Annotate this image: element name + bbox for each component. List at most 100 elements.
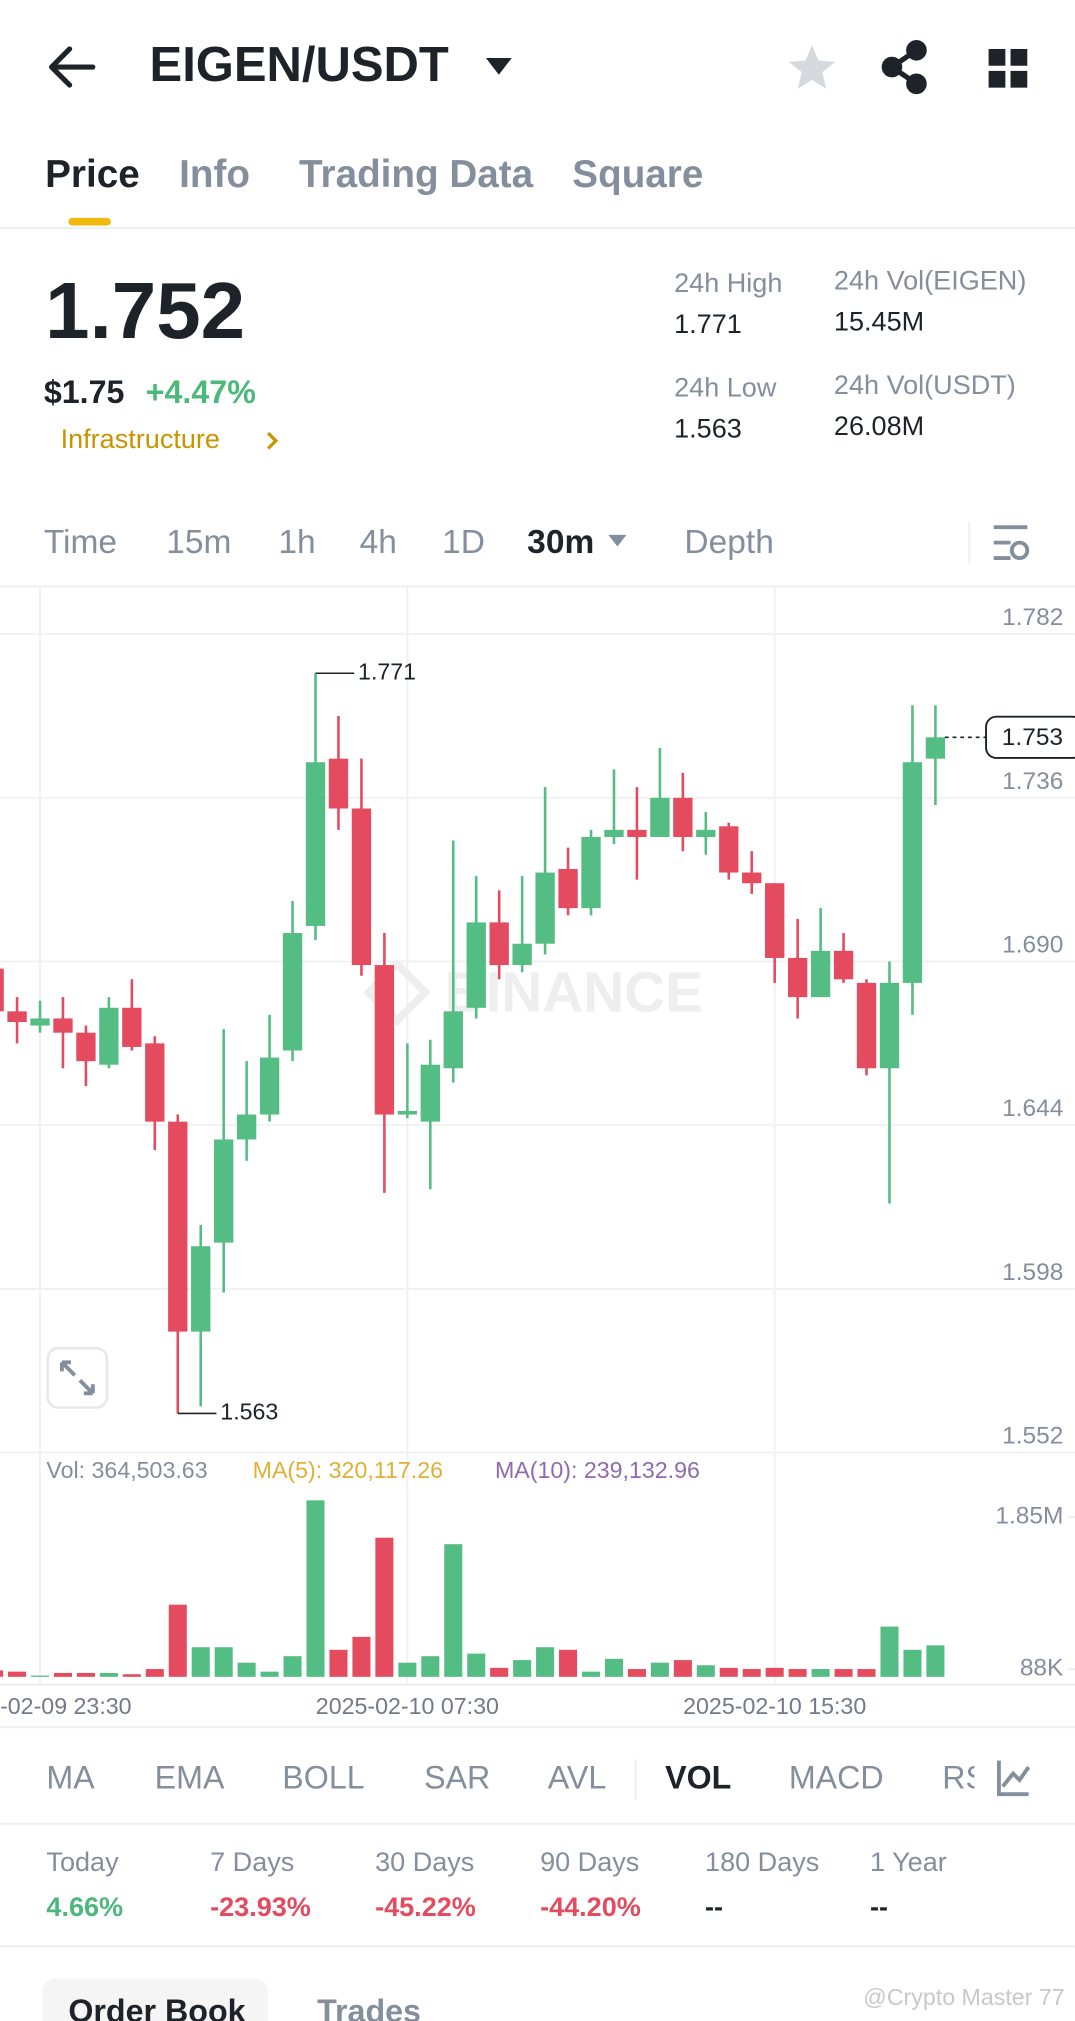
interval-active[interactable]: 30m xyxy=(527,524,594,561)
interval[interactable]: 4h xyxy=(360,524,397,561)
volume-bar xyxy=(329,1649,348,1677)
volume-bar xyxy=(696,1665,715,1677)
last-price-box xyxy=(985,715,1075,759)
candle-body xyxy=(696,829,716,837)
volume-bar xyxy=(536,1647,555,1677)
candle-body xyxy=(902,762,923,983)
stat-value: 1.771 xyxy=(674,309,742,339)
volume-bar xyxy=(513,1660,532,1677)
tab-info[interactable]: Info xyxy=(179,153,250,196)
candle-body xyxy=(673,797,693,837)
indicator[interactable]: SAR xyxy=(424,1759,490,1795)
volume-bar xyxy=(168,1604,187,1677)
share-button[interactable] xyxy=(881,39,927,95)
volume-bar xyxy=(352,1636,371,1677)
candle-body xyxy=(765,883,785,958)
interval[interactable]: 1D xyxy=(442,524,485,561)
expand-button[interactable] xyxy=(46,1346,109,1409)
indicator[interactable]: AVL xyxy=(548,1759,607,1795)
y-tick-label: 1.598 xyxy=(1002,1259,1063,1286)
candle-body xyxy=(833,950,854,980)
candle-body xyxy=(168,1121,188,1332)
y-tick-label: 1.552 xyxy=(1002,1423,1063,1450)
volume-bar xyxy=(490,1667,509,1677)
volume-bar xyxy=(742,1669,761,1677)
volume-bar xyxy=(673,1660,692,1677)
candle-body xyxy=(7,1011,27,1023)
grid-cell xyxy=(988,48,1006,66)
candle-body xyxy=(76,1032,96,1062)
interval[interactable]: 1h xyxy=(278,524,315,561)
candle-body xyxy=(512,943,532,966)
watermark: @Crypto Master 77 xyxy=(863,1984,1064,2010)
volume-bar xyxy=(0,1670,4,1677)
indicator-settings[interactable] xyxy=(996,1760,1031,1797)
candle-body xyxy=(397,1110,418,1115)
volume-bar xyxy=(260,1671,279,1677)
tab-order-book[interactable]: Order Book xyxy=(68,1993,245,2021)
volume-bar xyxy=(811,1669,830,1677)
expand-icon xyxy=(59,1360,95,1396)
chart-settings[interactable] xyxy=(993,525,1030,561)
interval[interactable]: Depth xyxy=(684,524,773,561)
pair-caret[interactable] xyxy=(485,58,512,75)
candle-body xyxy=(627,829,647,837)
indicator[interactable]: EMA xyxy=(155,1759,225,1795)
indicator-active[interactable]: VOL xyxy=(665,1759,731,1795)
indicator[interactable]: MACD xyxy=(789,1759,884,1795)
perf-value: -- xyxy=(870,1892,888,1922)
sector-chevron xyxy=(266,431,279,450)
expand-box xyxy=(46,1346,109,1409)
tab-trades[interactable]: Trades xyxy=(317,1993,421,2021)
volume-bar xyxy=(375,1537,394,1677)
grid-cell xyxy=(988,70,1006,88)
volume-bar xyxy=(444,1544,463,1677)
perf-label: 1 Year xyxy=(870,1847,947,1877)
volume-bar xyxy=(306,1500,325,1677)
stat-label: 24h Vol(USDT) xyxy=(834,370,1016,400)
candle-body xyxy=(99,1007,119,1065)
volume-bar xyxy=(214,1647,233,1677)
indicator[interactable]: BOLL xyxy=(282,1759,364,1795)
back-button[interactable] xyxy=(49,46,96,88)
tab-price[interactable]: Price xyxy=(45,153,140,196)
stat-value: 15.45M xyxy=(834,307,924,337)
kline-chart: 1.782 1.736 1.690 1.644 1.598 1.552 2025-02-09… xyxy=(0,586,1075,1719)
perf-label: 30 Days xyxy=(375,1847,474,1877)
x-tick-label: 2025-02-10 15:30 xyxy=(683,1693,866,1719)
share-lines xyxy=(887,48,918,86)
volume-bar xyxy=(834,1669,853,1677)
interval[interactable]: Time xyxy=(44,524,117,561)
candle-body xyxy=(53,1018,73,1033)
volume-bar xyxy=(788,1669,807,1677)
chart-watermark: BINANCE xyxy=(445,961,703,1024)
candle-body xyxy=(489,922,509,966)
volume-tick-label: 88K xyxy=(1020,1655,1064,1682)
candle-body xyxy=(30,1018,50,1026)
candle-body xyxy=(191,1246,211,1332)
menu-grid[interactable] xyxy=(988,48,1028,88)
stat-label: 24h High xyxy=(674,268,782,298)
indicator[interactable]: MA xyxy=(46,1759,95,1795)
interval-caret xyxy=(608,534,627,547)
pair-title[interactable]: EIGEN/USDT xyxy=(150,38,449,92)
volume-bar xyxy=(467,1653,486,1677)
interval[interactable]: 15m xyxy=(166,524,231,561)
settings-lines xyxy=(993,525,1028,561)
candle-body xyxy=(122,1007,142,1047)
tab-trading-data[interactable]: Trading Data xyxy=(299,153,534,196)
volume-bar xyxy=(581,1671,601,1677)
candle-body xyxy=(810,950,831,998)
stat-value: 26.08M xyxy=(834,411,924,441)
vol-legend: Vol: 364,503.63 xyxy=(46,1457,207,1483)
volume-bar xyxy=(765,1667,784,1677)
candle-body xyxy=(466,922,486,1008)
sector-link[interactable]: Infrastructure xyxy=(61,424,220,454)
tab-pill xyxy=(42,1978,269,2021)
perf-label: 90 Days xyxy=(540,1847,639,1877)
perf-label: 7 Days xyxy=(210,1847,294,1877)
volume-bar xyxy=(627,1669,646,1677)
favorite-star[interactable] xyxy=(788,45,836,89)
tab-square[interactable]: Square xyxy=(572,153,703,196)
settings-gear xyxy=(1009,540,1030,561)
